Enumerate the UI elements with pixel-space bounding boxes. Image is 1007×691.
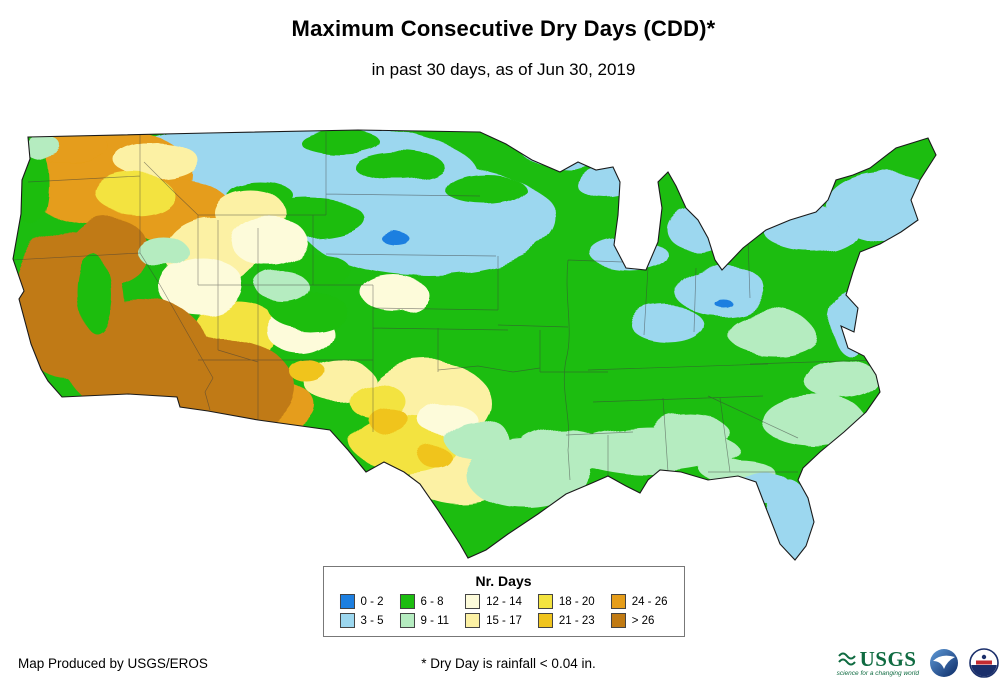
map-credit: Map Produced by USGS/EROS: [18, 655, 208, 671]
legend-label: 18 - 20: [558, 595, 595, 608]
legend-swatch-4: [465, 594, 481, 609]
legend-item: 3 - 5: [339, 613, 384, 628]
legend-swatch-1: [339, 613, 355, 628]
legend-swatch-2: [399, 594, 415, 609]
legend-swatch-9: [610, 613, 626, 628]
page-title: Maximum Consecutive Dry Days (CDD)*: [291, 16, 716, 41]
legend-item: 15 - 17: [465, 613, 522, 628]
usgs-wordmark: USGS: [859, 646, 917, 671]
legend-label: 0 - 2: [360, 595, 384, 608]
legend-grid: 0 - 2 3 - 5 6 - 8 9 - 11 12 - 14 15 - 17…: [339, 594, 668, 628]
legend-item: > 26: [610, 613, 668, 628]
legend-item: 24 - 26: [610, 594, 668, 609]
legend-item: 0 - 2: [339, 594, 384, 609]
footer: Map Produced by USGS/EROS * Dry Day is r…: [18, 638, 999, 688]
us-outline: [12, 129, 937, 561]
legend-label: 6 - 8: [420, 595, 444, 608]
legend-swatch-8: [610, 594, 626, 609]
legend-swatch-3: [399, 613, 415, 628]
legend-title: Nr. Days: [475, 573, 532, 589]
map-fill-regions: [13, 130, 936, 560]
us-cdd-map: [8, 120, 998, 565]
legend-item: 18 - 20: [537, 594, 595, 609]
state-borders: [13, 132, 877, 481]
legend-swatch-7: [537, 613, 553, 628]
legend-swatch-0: [339, 594, 355, 609]
usgs-logo: USGS science for a changing world: [836, 646, 919, 678]
legend-item: 9 - 11: [399, 613, 450, 628]
legend-item: 12 - 14: [465, 594, 522, 609]
legend-label: > 26: [631, 614, 655, 627]
legend-item: 6 - 8: [399, 594, 450, 609]
nws-logo-icon: [969, 648, 999, 678]
noaa-logo-icon: [930, 649, 958, 677]
legend-label: 9 - 11: [420, 614, 450, 627]
us-map-svg: [12, 129, 937, 561]
legend-label: 3 - 5: [360, 614, 384, 627]
legend-swatch-6: [537, 594, 553, 609]
legend-label: 12 - 14: [486, 595, 522, 608]
legend-swatch-5: [465, 613, 481, 628]
legend-label: 21 - 23: [558, 614, 595, 627]
legend-label: 15 - 17: [486, 614, 522, 627]
usgs-wave-icon: [837, 652, 856, 666]
legend-item: 21 - 23: [537, 613, 595, 628]
legend-label: 24 - 26: [631, 595, 668, 608]
dry-day-footnote: * Dry Day is rainfall < 0.04 in.: [421, 655, 596, 671]
page-subtitle: in past 30 days, as of Jun 30, 2019: [371, 60, 636, 79]
agency-logos: USGS science for a changing world: [837, 648, 999, 678]
usgs-tagline: science for a changing world: [836, 669, 919, 677]
legend: Nr. Days 0 - 2 3 - 5 6 - 8 9 - 11 12 - 1…: [322, 566, 685, 637]
